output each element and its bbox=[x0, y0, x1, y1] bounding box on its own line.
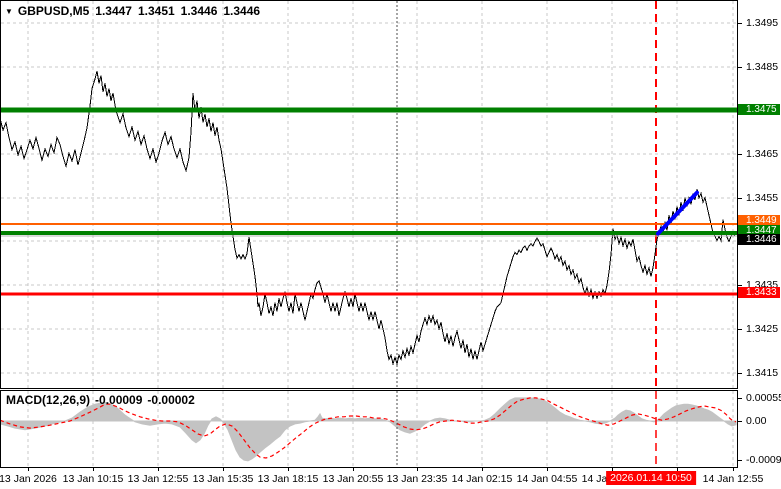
price-tickmark bbox=[738, 154, 742, 155]
macd-tick-label: 0.00055 bbox=[746, 392, 781, 404]
time-tick-label: 14 Jan 12:55 bbox=[702, 473, 764, 485]
price-tick-label: 1.3455 bbox=[746, 192, 779, 204]
time-tick-label: 13 Jan 18:15 bbox=[257, 473, 319, 485]
time-tickmark bbox=[158, 468, 159, 471]
price-tick-label: 1.3415 bbox=[746, 367, 779, 379]
time-tick-label: 13 Jan 10:15 bbox=[62, 473, 124, 485]
price-tickmark bbox=[738, 67, 742, 68]
time-tickmark bbox=[612, 468, 613, 471]
time-tick-label: 13 Jan 2026 bbox=[0, 473, 57, 485]
price-chart-pane[interactable] bbox=[0, 0, 738, 389]
macd-pane-border bbox=[0, 390, 738, 468]
price-tick-label: 1.3495 bbox=[746, 17, 779, 29]
price-tick-label: 1.3425 bbox=[746, 323, 779, 335]
time-tick-label: 14 Jan 02:15 bbox=[451, 473, 513, 485]
price-level-badge-1.3449: 1.3449 bbox=[738, 214, 780, 226]
time-marker-badge[interactable]: 2026.01.14 10:50 bbox=[606, 471, 696, 485]
time-tickmark bbox=[353, 468, 354, 471]
price-tickmark bbox=[738, 285, 742, 286]
trendline[interactable] bbox=[656, 190, 699, 236]
time-tick-label: 13 Jan 15:35 bbox=[192, 473, 254, 485]
price-level-badge-1.3475: 1.3475 bbox=[738, 103, 780, 115]
time-tickmark bbox=[677, 468, 678, 471]
macd-signal-line bbox=[0, 397, 737, 459]
time-tickmark bbox=[28, 468, 29, 471]
indicator-name: MACD(12,26,9) bbox=[6, 393, 91, 407]
quote-high: 1.3451 bbox=[137, 4, 175, 18]
quote-open: 1.3447 bbox=[95, 4, 132, 18]
price-tickmark bbox=[738, 198, 742, 199]
price-tick-label: 1.3465 bbox=[746, 148, 779, 160]
time-tickmark bbox=[547, 468, 548, 471]
macd-indicator-pane[interactable] bbox=[0, 390, 738, 468]
indicator-signal-value: -0.00002 bbox=[147, 393, 195, 407]
time-tick-label: 13 Jan 20:55 bbox=[322, 473, 384, 485]
price-axis[interactable]: 1.34951.34851.34751.34651.34551.34451.34… bbox=[738, 0, 781, 468]
grid bbox=[1, 1, 736, 388]
time-tickmark bbox=[417, 468, 418, 471]
indicator-macd-value: -0.00009 bbox=[95, 393, 143, 407]
price-tickmark bbox=[738, 373, 742, 374]
price-tickmark bbox=[738, 23, 742, 24]
symbol-dropdown-icon[interactable]: ▼ bbox=[5, 7, 13, 16]
price-line bbox=[0, 70, 736, 366]
time-tick-label: 13 Jan 23:35 bbox=[386, 473, 448, 485]
price-level-badge-1.3446: 1.3446 bbox=[738, 233, 780, 245]
macd-tick-label: 0.00 bbox=[746, 415, 767, 427]
time-tickmark bbox=[482, 468, 483, 471]
time-axis[interactable]: 13 Jan 2026 13 Jan 10:15 13 Jan 12:55 13 Ja… bbox=[0, 468, 781, 489]
symbol-quote-header: ▼ GBPUSD,M5 1.3447 1.3451 1.3446 1.3446 bbox=[5, 4, 260, 18]
time-tick-label: 13 Jan 12:55 bbox=[127, 473, 189, 485]
macd-tickmark bbox=[738, 421, 742, 422]
price-level-badge-1.3433: 1.3433 bbox=[738, 286, 780, 298]
macd-histogram-area bbox=[0, 397, 737, 462]
symbol-label: GBPUSD,M5 bbox=[17, 4, 90, 18]
time-tick-label: 14 Jan 04:55 bbox=[516, 473, 578, 485]
macd-tick-label: -0.00092 bbox=[746, 454, 781, 466]
time-tickmark bbox=[288, 468, 289, 471]
price-level-badge-1.3447: 1.3447 bbox=[738, 224, 780, 236]
macd-tickmark bbox=[738, 460, 742, 461]
indicator-label: MACD(12,26,9) -0.00009 -0.00002 bbox=[6, 393, 200, 407]
main-pane-border bbox=[0, 0, 738, 389]
price-tick-label: 1.3485 bbox=[746, 61, 779, 73]
quote-close: 1.3446 bbox=[223, 4, 261, 18]
quote-low: 1.3446 bbox=[180, 4, 218, 18]
time-tickmark bbox=[733, 468, 734, 471]
price-tickmark bbox=[738, 329, 742, 330]
time-tickmark bbox=[223, 468, 224, 471]
time-tickmark bbox=[93, 468, 94, 471]
macd-tickmark bbox=[738, 398, 742, 399]
